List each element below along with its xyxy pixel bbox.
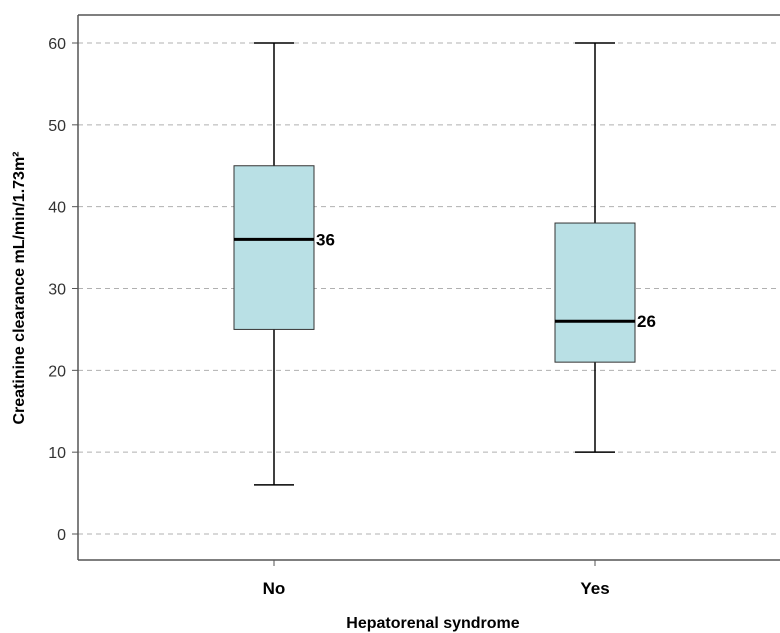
iqr-box-no <box>233 165 315 330</box>
iqr-box-yes <box>554 222 636 363</box>
grid-lines <box>78 42 780 535</box>
y-tick-label-10: 10 <box>48 445 66 462</box>
box-group-no: 36 <box>233 42 335 486</box>
y-tick-label-60: 60 <box>48 36 66 53</box>
boxes: 36 26 <box>233 42 656 486</box>
box-group-yes: 26 <box>554 42 656 453</box>
y-tick-label-40: 40 <box>48 200 66 217</box>
x-tick-label-no: No <box>263 579 286 598</box>
y-tick-label-0: 0 <box>57 527 66 544</box>
y-axis: 0 10 20 30 40 50 60 <box>48 36 78 544</box>
x-axis: No Yes <box>263 560 610 598</box>
y-tick-label-30: 30 <box>48 282 66 299</box>
y-tick-label-50: 50 <box>48 118 66 135</box>
x-tick-label-yes: Yes <box>580 579 609 598</box>
y-axis-title: Creatinine clearance mL/min/1.73m² <box>11 152 28 425</box>
median-label-no: 36 <box>316 230 335 249</box>
y-tick-label-20: 20 <box>48 363 66 380</box>
x-axis-title: Hepatorenal syndrome <box>346 615 519 632</box>
median-label-yes: 26 <box>637 312 656 331</box>
plot-frame <box>77 14 780 561</box>
